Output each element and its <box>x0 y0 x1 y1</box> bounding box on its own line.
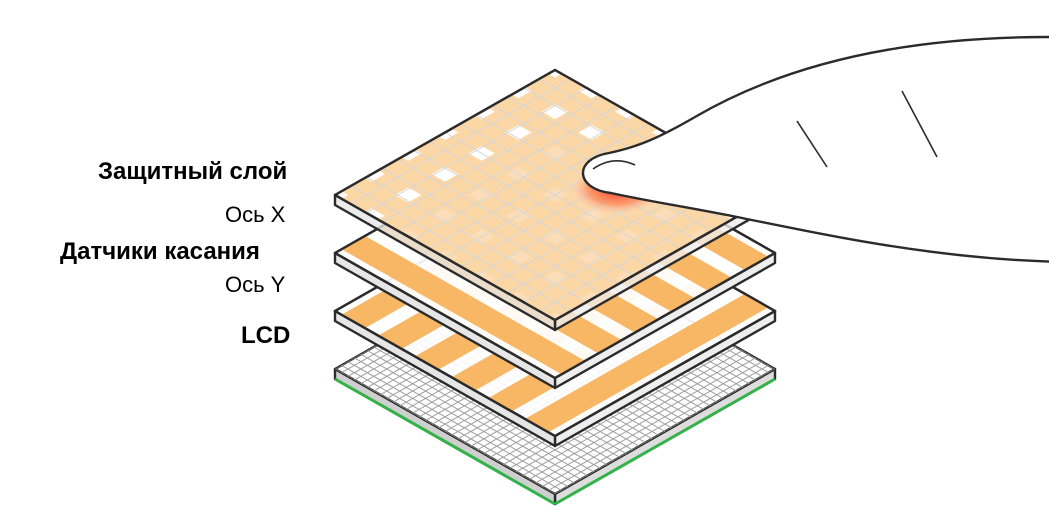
label-touch-sensors: Датчики касания <box>60 238 260 266</box>
label-lcd: LCD <box>241 322 290 350</box>
label-axis-y: Ось Y <box>225 272 285 298</box>
label-protective-layer: Защитный слой <box>98 158 287 186</box>
label-axis-x: Ось X <box>225 202 285 228</box>
diagram-stage: Защитный слой Ось X Датчики касания Ось … <box>0 0 1049 511</box>
